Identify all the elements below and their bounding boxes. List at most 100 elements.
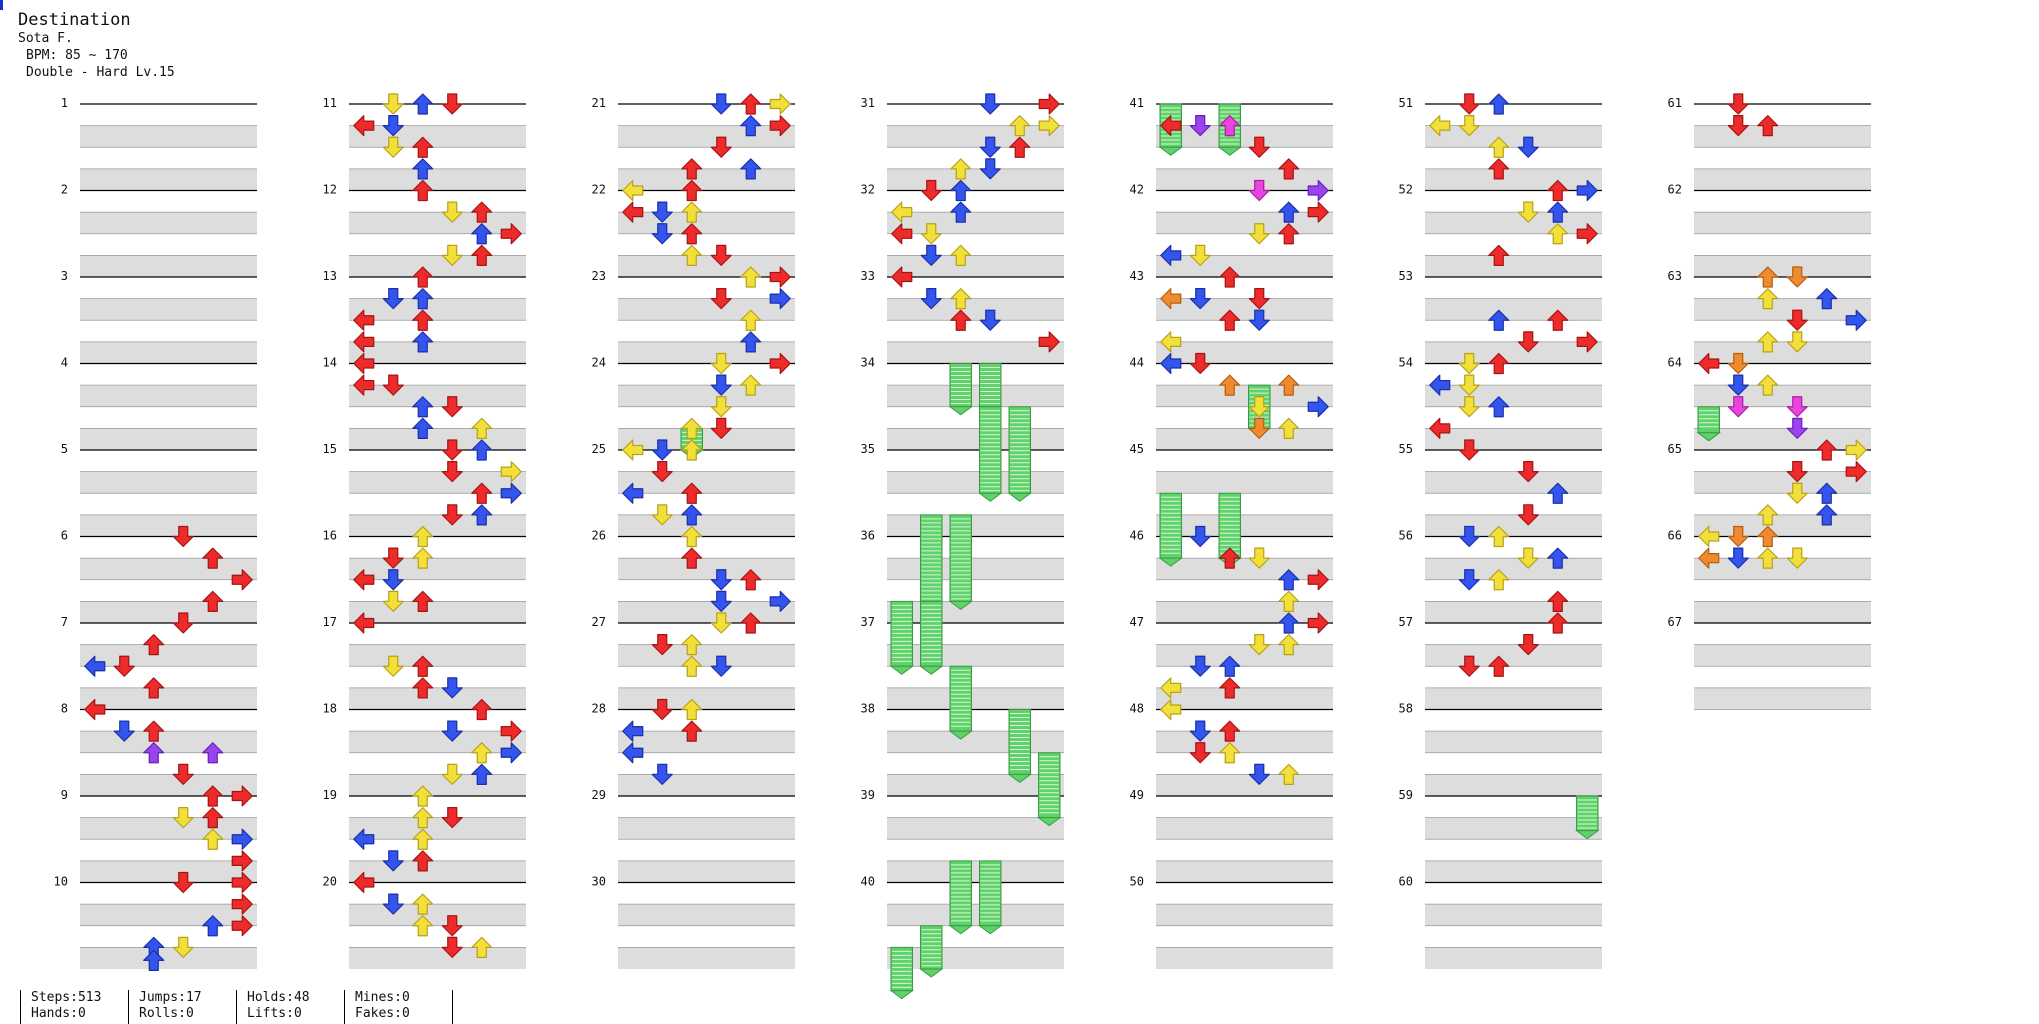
note-arrow	[1160, 352, 1182, 375]
stats-col-steps: Steps:513 Hands:0	[20, 990, 127, 1024]
note-arrow	[651, 763, 673, 785]
measure-number: 41	[1130, 96, 1144, 110]
note-arrow	[740, 374, 762, 396]
note-arrow	[1160, 698, 1182, 721]
note-arrow	[353, 612, 375, 634]
note-arrow	[1219, 547, 1241, 569]
note-arrow	[1698, 352, 1720, 375]
beat-band	[349, 471, 526, 494]
beat-band	[80, 687, 257, 710]
measure-number: 56	[1399, 529, 1413, 543]
note-arrow	[891, 223, 913, 245]
note-arrow	[1727, 396, 1749, 418]
measure-number: 26	[592, 529, 606, 543]
note-arrow	[412, 807, 434, 829]
hold-tail	[948, 406, 974, 416]
note-arrow	[1429, 374, 1451, 396]
note-arrow	[950, 309, 972, 331]
beat-band	[1156, 731, 1333, 753]
note-arrow	[1189, 288, 1211, 310]
note-arrow	[1219, 720, 1241, 742]
note-arrow	[471, 742, 493, 764]
note-arrow	[412, 915, 434, 937]
hold-tail	[948, 730, 974, 740]
beat-band	[1156, 428, 1333, 450]
note-arrow	[172, 807, 194, 829]
note-arrow	[920, 223, 942, 245]
note-arrow	[84, 655, 106, 677]
measure-number: 23	[592, 269, 606, 283]
beat-band	[1694, 255, 1871, 277]
note-arrow	[1248, 634, 1270, 656]
note-arrow	[1248, 309, 1270, 331]
note-arrow	[412, 677, 434, 699]
beat-band	[80, 298, 257, 321]
note-arrow	[231, 785, 253, 807]
measure-number: 61	[1668, 96, 1682, 110]
note-arrow	[1757, 525, 1779, 548]
beat-band	[1425, 125, 1602, 148]
note-arrow	[1517, 136, 1539, 158]
note-arrow	[1219, 266, 1241, 288]
measure-number: 49	[1130, 788, 1144, 802]
measure-number: 2	[61, 183, 68, 197]
note-arrow	[710, 396, 732, 418]
hold-tail	[948, 600, 974, 610]
hold-bar	[890, 946, 913, 992]
beat-band	[349, 731, 526, 753]
beat-band	[618, 904, 795, 926]
measure-number: 4	[61, 356, 68, 370]
note-arrow	[1189, 655, 1211, 677]
beat-band	[618, 687, 795, 710]
note-arrow	[979, 93, 1001, 115]
note-arrow	[441, 201, 463, 223]
measure-number: 44	[1130, 356, 1144, 370]
measure-number: 17	[323, 615, 337, 629]
note-arrow	[382, 893, 404, 915]
note-arrow	[1547, 179, 1569, 202]
note-arrow	[1816, 439, 1838, 461]
note-arrow	[471, 763, 493, 785]
note-arrow	[441, 763, 463, 785]
beat-band	[1156, 471, 1333, 494]
note-arrow	[740, 115, 762, 137]
measure-number: 29	[592, 788, 606, 802]
note-arrow	[710, 136, 732, 158]
note-arrow	[143, 949, 165, 971]
note-arrow	[1517, 547, 1539, 569]
beat-band	[618, 644, 795, 667]
note-arrow	[1727, 525, 1749, 548]
note-arrow	[412, 309, 434, 331]
note-arrow	[1278, 158, 1300, 180]
note-arrow	[382, 655, 404, 677]
measure-number: 58	[1399, 702, 1413, 716]
note-arrow	[651, 698, 673, 721]
note-arrow	[202, 785, 224, 807]
note-arrow	[1488, 136, 1510, 158]
note-arrow	[1278, 590, 1300, 612]
beat-band	[887, 298, 1064, 321]
note-arrow	[1248, 396, 1270, 418]
note-arrow	[1278, 223, 1300, 245]
note-arrow	[891, 201, 913, 223]
note-arrow	[353, 871, 375, 894]
note-arrow	[1307, 201, 1329, 223]
note-arrow	[740, 569, 762, 591]
measure-number: 37	[861, 615, 875, 629]
beat-band	[80, 644, 257, 667]
hold-tail	[1007, 773, 1033, 783]
measure-number: 63	[1668, 269, 1682, 283]
note-arrow	[1786, 482, 1808, 504]
note-arrow	[172, 871, 194, 894]
beat-band	[887, 817, 1064, 840]
note-arrow	[500, 742, 522, 764]
note-arrow	[353, 374, 375, 396]
note-arrow	[740, 612, 762, 634]
note-arrow	[382, 850, 404, 872]
note-arrow	[1458, 525, 1480, 548]
measure-number: 8	[61, 702, 68, 716]
note-arrow	[1278, 569, 1300, 591]
note-arrow	[231, 569, 253, 591]
note-arrow	[1816, 504, 1838, 526]
